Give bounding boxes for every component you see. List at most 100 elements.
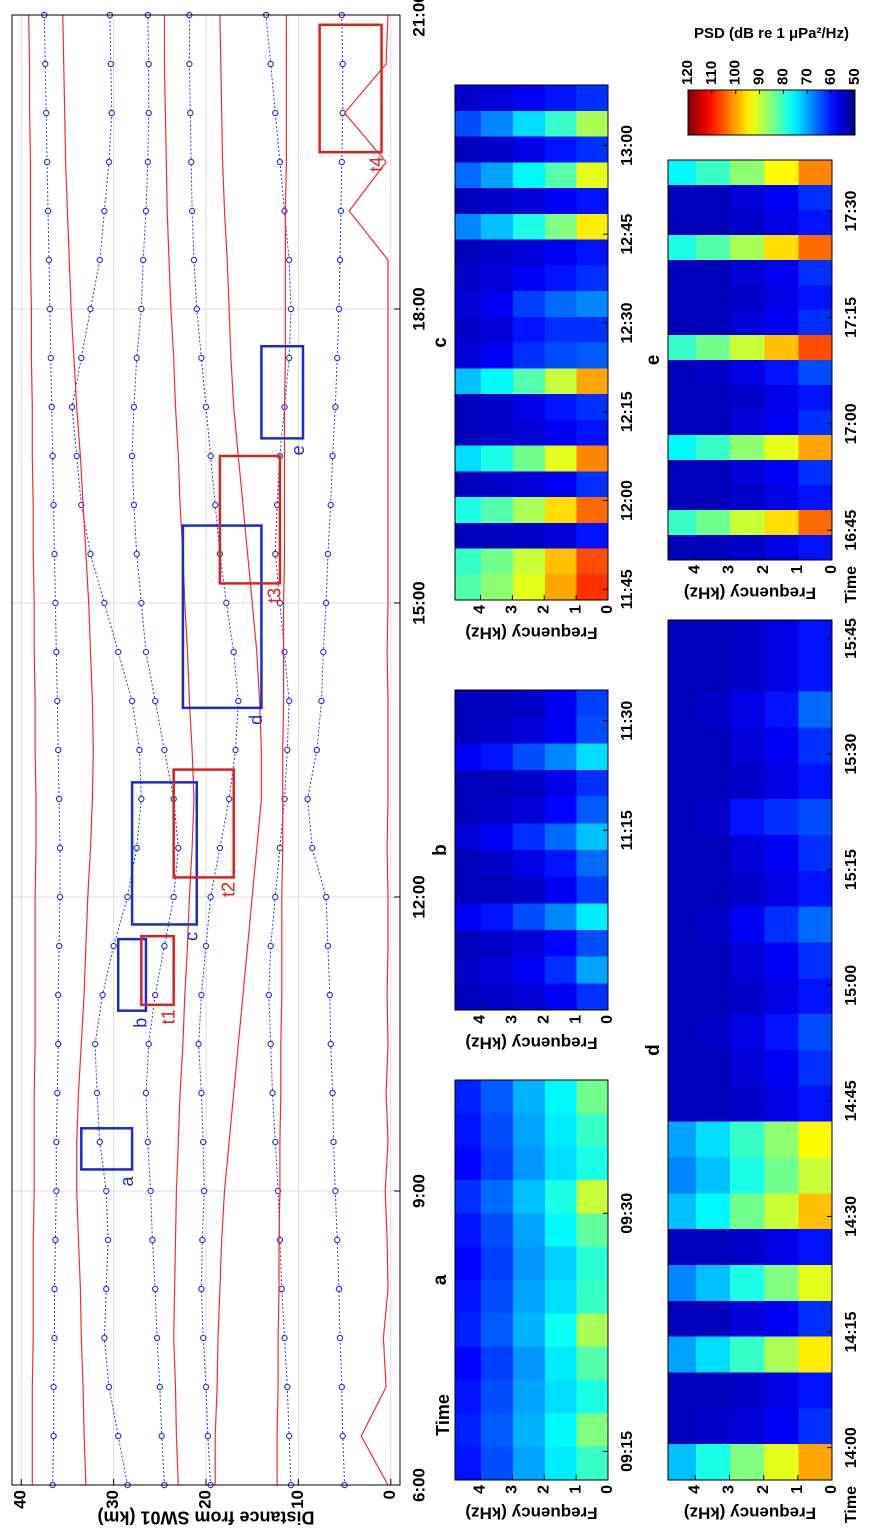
heat-cell — [512, 444, 545, 472]
y-tick-label: 20 — [195, 1490, 214, 1509]
heat-cell — [797, 1228, 833, 1265]
series-point — [133, 550, 140, 558]
heat-cell — [480, 689, 513, 717]
heat-cell — [668, 1443, 696, 1480]
series-point — [52, 599, 59, 607]
heat-cell — [695, 1156, 731, 1194]
heat-cell — [512, 213, 545, 240]
heat-cell — [455, 367, 482, 394]
heat-cell — [729, 509, 765, 535]
heat-cell — [695, 906, 731, 943]
heat-cell — [668, 1228, 696, 1265]
colorbar-tick-label: 110 — [703, 61, 720, 85]
heat-cell — [455, 84, 482, 111]
heat-cell — [695, 359, 731, 385]
heat-cell — [455, 187, 482, 214]
series-point — [144, 158, 151, 166]
heat-cell — [544, 1346, 577, 1380]
series-point — [56, 844, 64, 852]
y-tick-label: 1 — [567, 1485, 584, 1494]
heat-cell — [512, 290, 545, 317]
series-point — [105, 158, 113, 166]
series-point — [115, 1432, 122, 1440]
plot-frame — [454, 689, 609, 1011]
heat-cell — [512, 547, 545, 575]
heat-cell — [763, 619, 799, 656]
heat-cell — [695, 409, 731, 435]
y-tick-label: 3 — [721, 1485, 738, 1494]
heat-cell — [797, 1156, 833, 1194]
heat-cell — [729, 1300, 765, 1337]
heat-cell — [797, 870, 833, 907]
heat-cell — [763, 359, 799, 385]
annotation-box — [80, 1127, 134, 1171]
heat-cell — [512, 470, 545, 497]
series-point — [78, 354, 85, 362]
heat-cell — [544, 982, 577, 1010]
x-tick-label: 14:30 — [843, 1196, 860, 1237]
series-point — [54, 1040, 62, 1048]
heat-cell — [576, 849, 609, 877]
y-tick-label: 2 — [535, 1015, 552, 1024]
heat-cell — [797, 834, 833, 871]
heat-cell — [797, 1300, 833, 1337]
heat-cell — [763, 309, 799, 335]
heat-cell — [797, 655, 833, 692]
heat-cell — [797, 1085, 833, 1122]
plot-frame — [454, 1079, 609, 1481]
heat-cell — [544, 547, 577, 575]
heat-cell — [729, 259, 765, 285]
series-point — [130, 501, 138, 509]
series-point — [322, 893, 330, 901]
heat-cell — [668, 1336, 696, 1373]
heat-cell — [512, 84, 545, 111]
series-point — [50, 1383, 57, 1391]
y-axis-title: Frequency (kHz) — [465, 1504, 597, 1523]
heat-cell — [668, 1085, 696, 1122]
heat-cell — [480, 1212, 513, 1247]
x-tick-label: 13:00 — [619, 125, 636, 166]
heat-cell — [763, 906, 799, 943]
heat-cell — [763, 184, 799, 210]
heat-cell — [729, 798, 765, 835]
heat-cell — [512, 742, 545, 770]
series-point — [161, 746, 168, 754]
series-point — [133, 354, 140, 362]
heat-cell — [544, 135, 577, 163]
heat-cell — [576, 1379, 609, 1414]
heat-cell — [576, 393, 609, 420]
series-point — [124, 893, 131, 901]
heat-cell — [544, 1079, 577, 1114]
series-point — [142, 207, 150, 215]
heat-cell — [695, 1013, 731, 1050]
series-point — [170, 893, 177, 901]
series-point — [335, 305, 343, 313]
heat-cell — [695, 1443, 731, 1480]
heat-cell — [576, 982, 609, 1010]
series-point — [329, 1089, 336, 1097]
heat-cell — [797, 334, 833, 360]
series-point — [96, 256, 103, 264]
heat-cell — [695, 1407, 731, 1445]
series-point — [339, 60, 346, 68]
series-point — [267, 60, 274, 68]
series-point — [136, 746, 143, 754]
heat-cell — [512, 956, 545, 984]
heat-cell — [576, 573, 609, 600]
y-tick-label: 0 — [823, 565, 840, 574]
series-point — [207, 893, 214, 901]
heat-cell — [455, 573, 482, 600]
series-point — [265, 991, 273, 999]
y-tick-label: 1 — [789, 1485, 806, 1494]
series-point — [200, 1187, 208, 1195]
series-point — [200, 1138, 207, 1146]
y-tick-label: 3 — [504, 1015, 521, 1024]
heat-cell — [480, 1379, 513, 1414]
series-point — [93, 1089, 101, 1097]
series-point — [101, 599, 108, 607]
heat-cell — [729, 434, 765, 460]
annotation-label: c — [182, 932, 202, 941]
heat-cell — [668, 977, 696, 1015]
heat-cell — [455, 769, 482, 797]
heat-cell — [668, 1049, 696, 1086]
